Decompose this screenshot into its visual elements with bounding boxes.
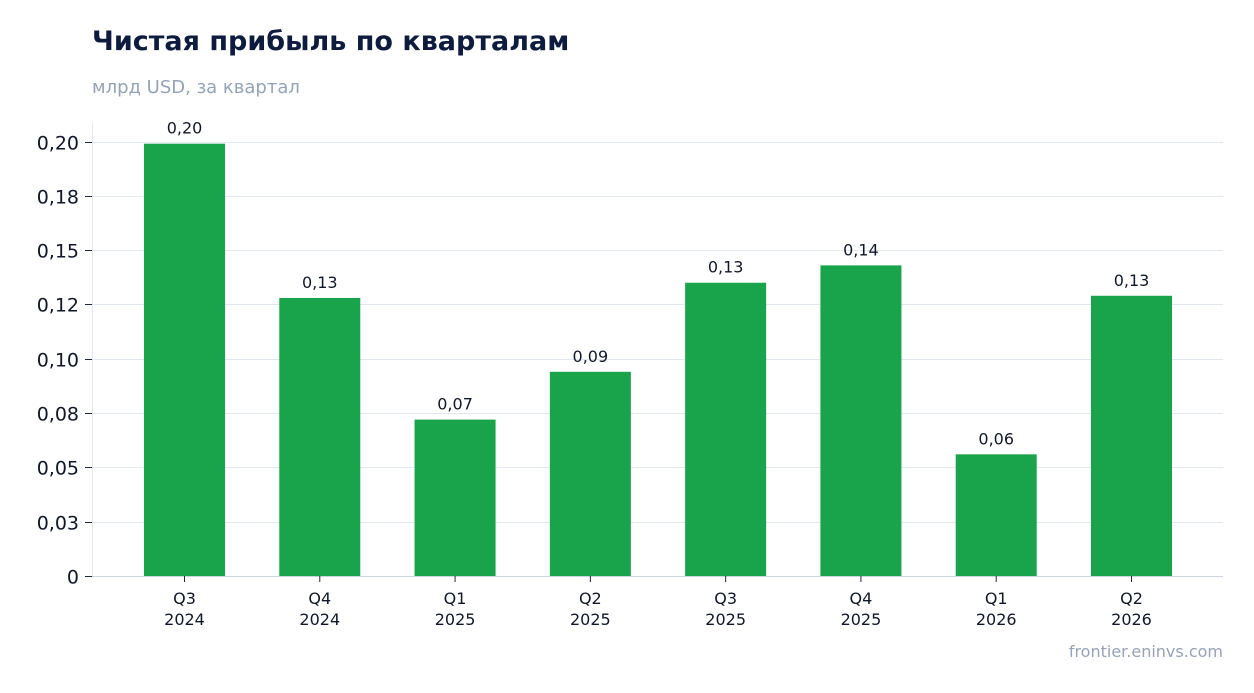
bar [279, 297, 361, 576]
y-tick-label: 0,10 [37, 350, 79, 372]
data-label: 0,20 [167, 119, 203, 138]
source-text: frontier.eninvs.com [1068, 642, 1223, 661]
bar [685, 282, 767, 576]
y-tick-label: 0,12 [37, 295, 79, 317]
bar [820, 265, 902, 576]
data-label: 0,07 [437, 395, 473, 414]
axes [92, 122, 1223, 577]
data-label: 0,06 [978, 429, 1014, 448]
bar [144, 143, 225, 577]
chart-subtitle: млрд USD, за квартал [92, 77, 300, 98]
x-tick-label-year: 2024 [164, 610, 205, 629]
x-tick-label-year: 2025 [570, 610, 611, 629]
data-label: 0,14 [843, 240, 879, 259]
y-axis-ticks: 0 0,03 0,05 0,08 0,10 0,12 0,15 0,18 0,20 [37, 133, 92, 589]
x-axis-ticks: Q3 2024 Q4 2024 Q1 2025 Q2 2025 Q3 2025 Q4 2025 Q1 20… [164, 576, 1152, 629]
x-tick-label-quarter: Q4 [850, 589, 873, 608]
bar [549, 371, 631, 576]
data-label: 0,13 [302, 273, 338, 292]
x-tick-label-quarter: Q4 [308, 589, 331, 608]
gridlines [92, 142, 1223, 523]
data-label: 0,13 [1114, 271, 1150, 290]
x-tick-label-year: 2025 [841, 610, 882, 629]
bar [955, 454, 1037, 576]
data-label: 0,09 [573, 347, 609, 366]
x-tick-label-year: 2025 [435, 610, 476, 629]
y-tick-label: 0,18 [37, 187, 79, 209]
x-tick-label-quarter: Q2 [1120, 589, 1143, 608]
data-labels: 0,20 0,13 0,07 0,09 0,13 0,14 0,06 0,13 [167, 119, 1150, 449]
data-label: 0,13 [708, 258, 744, 277]
y-tick-label: 0 [67, 567, 79, 589]
x-tick-label-year: 2026 [1111, 610, 1152, 629]
bars [144, 143, 1172, 577]
y-tick-label: 0,15 [37, 241, 79, 263]
bar [414, 419, 496, 576]
y-tick-label: 0,05 [37, 458, 79, 480]
y-tick-label: 0,20 [37, 133, 79, 155]
y-tick-label: 0,08 [37, 404, 79, 426]
x-tick-label-year: 2025 [705, 610, 746, 629]
x-tick-label-quarter: Q1 [444, 589, 467, 608]
x-tick-label-quarter: Q3 [714, 589, 737, 608]
x-tick-label-quarter: Q2 [579, 589, 602, 608]
x-tick-label-year: 2026 [976, 610, 1017, 629]
chart-title: Чистая прибыль по кварталам [92, 26, 570, 57]
x-tick-label-year: 2024 [299, 610, 340, 629]
x-tick-label-quarter: Q3 [173, 589, 196, 608]
y-tick-label: 0,03 [37, 513, 79, 535]
bar [1091, 295, 1172, 576]
x-tick-label-quarter: Q1 [985, 589, 1008, 608]
